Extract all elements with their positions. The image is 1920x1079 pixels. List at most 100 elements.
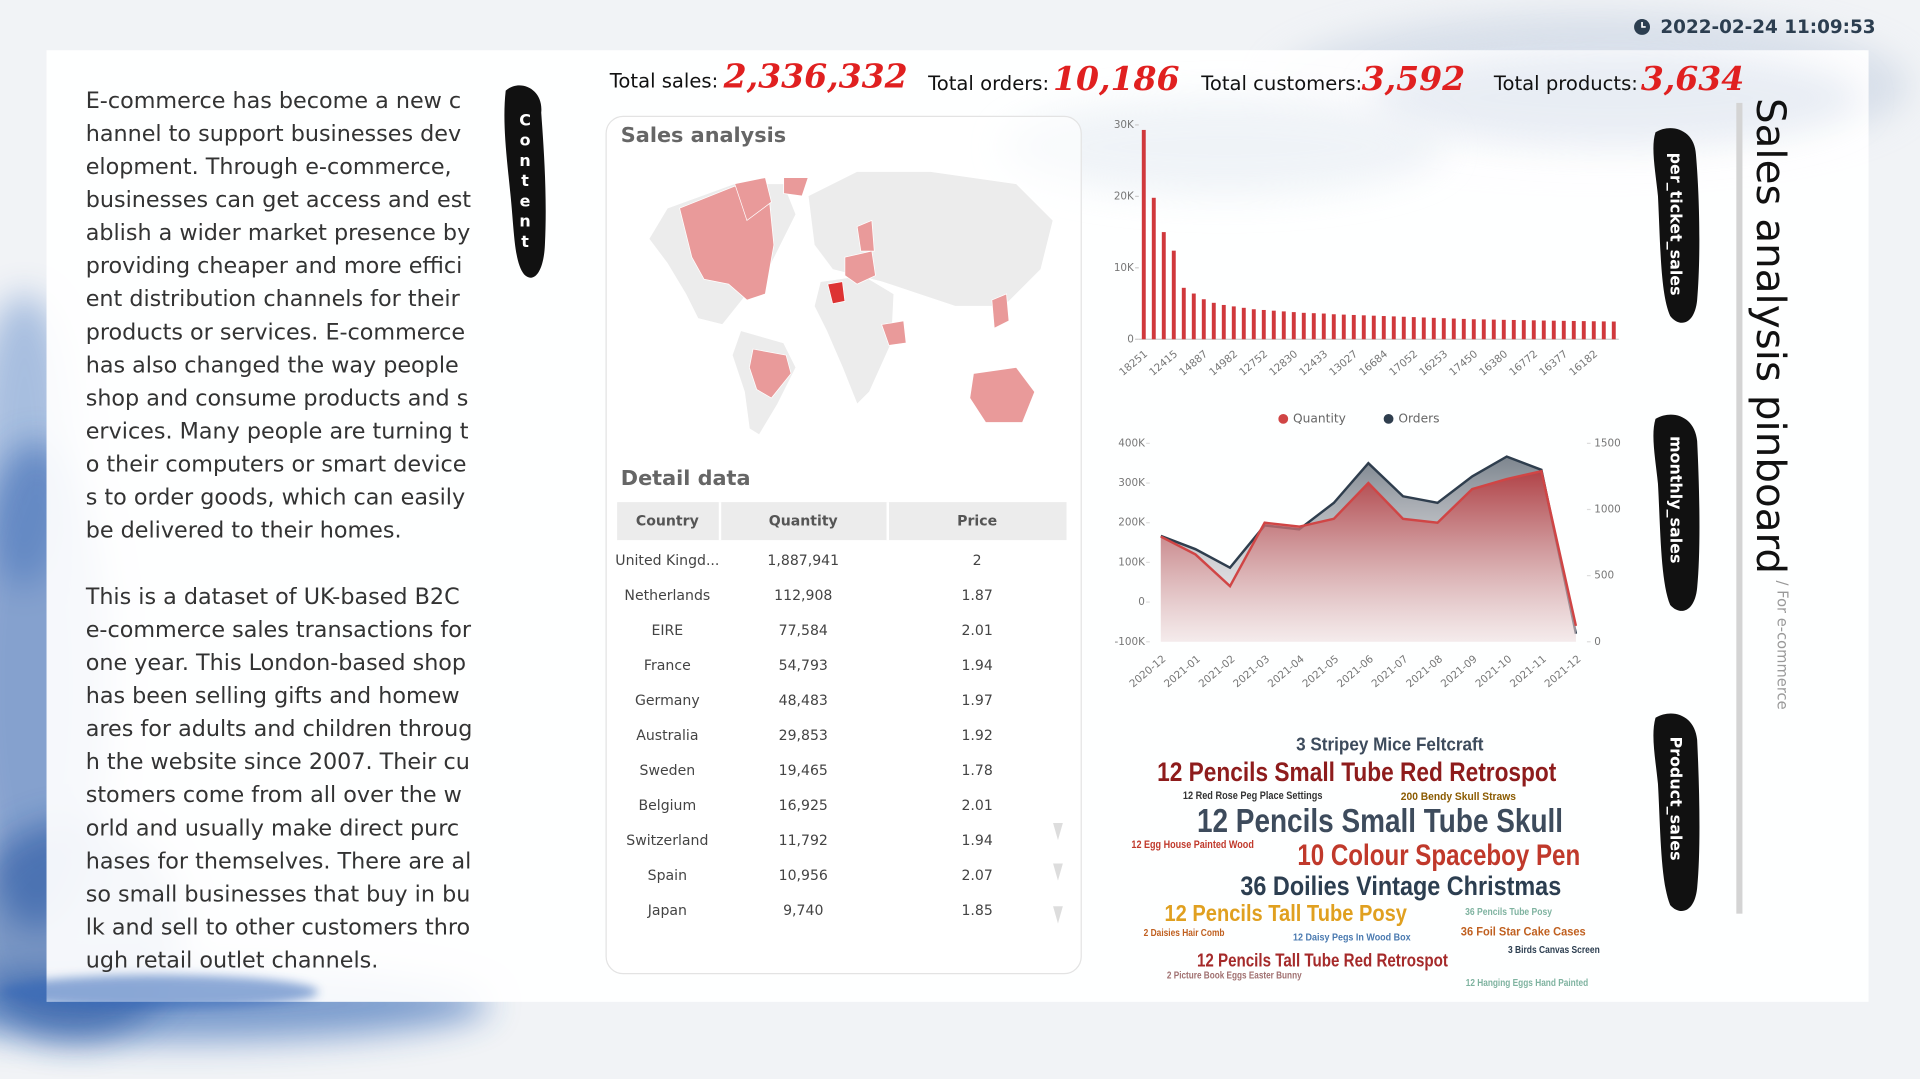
bar xyxy=(1601,321,1606,340)
table-cell: 1.87 xyxy=(961,588,992,604)
legend-label: Orders xyxy=(1398,411,1439,425)
y2-tick-label: 1000 xyxy=(1594,503,1620,515)
bar xyxy=(1371,315,1376,340)
paragraph: This is a dataset of UK-based B2C e-comm… xyxy=(85,584,473,974)
table-cell: 2.01 xyxy=(961,798,992,814)
kpis: Total sales: 2,336,332 Total orders: 10,186… xyxy=(609,56,1744,97)
brush-stroke xyxy=(1653,128,1700,323)
table-cell: Australia xyxy=(636,728,698,744)
kpi-value: 3,634 xyxy=(1641,59,1744,98)
intro-text: E-commerce has become a new channel to s… xyxy=(86,85,473,978)
bar xyxy=(1491,319,1496,340)
bar xyxy=(1561,320,1566,340)
table-cell: Switzerland xyxy=(626,833,708,849)
table-cell: Belgium xyxy=(638,798,696,814)
dashboard-title: Sales analysis pinboard xyxy=(1747,98,1795,574)
bar xyxy=(1531,320,1536,340)
table-cell: 2 xyxy=(973,553,982,569)
table-cell: EIRE xyxy=(651,623,683,639)
table-cell: 48,483 xyxy=(779,693,828,709)
bar xyxy=(1461,318,1466,340)
bar xyxy=(1231,306,1236,340)
bar xyxy=(1431,317,1436,340)
card xyxy=(605,115,1082,975)
bar xyxy=(1401,316,1406,340)
bar xyxy=(1201,299,1206,340)
table-cell: 16,925 xyxy=(779,798,828,814)
bar xyxy=(1321,313,1326,340)
word: 36 Foil Star Cake Cases xyxy=(1461,924,1586,938)
word: 10 Colour Spaceboy Pen xyxy=(1297,839,1580,872)
bar xyxy=(1581,321,1586,340)
bar xyxy=(1271,310,1276,340)
table-cell: 1.94 xyxy=(961,833,992,849)
word: 12 Pencils Tall Tube Posy xyxy=(1164,900,1407,926)
kpi-value: 10,186 xyxy=(1053,59,1179,98)
bar xyxy=(1511,319,1516,340)
word: 12 Hanging Eggs Hand Painted xyxy=(1466,978,1588,989)
legend-swatch xyxy=(1278,413,1289,424)
bar xyxy=(1211,302,1216,340)
bar xyxy=(1481,319,1486,340)
paragraph: E-commerce has become a new channel to s… xyxy=(85,88,472,544)
word: 2 Picture Book Eggs Easter Bunny xyxy=(1167,971,1302,982)
card-title: Detail data xyxy=(621,466,751,490)
table-cell: 2.01 xyxy=(961,623,992,639)
table-cell: 9,740 xyxy=(783,903,823,919)
bar xyxy=(1591,321,1596,340)
table-header-bg xyxy=(617,502,1067,541)
y2-tick-label: 1500 xyxy=(1594,437,1620,449)
table-cell: 112,908 xyxy=(774,588,832,604)
bar xyxy=(1171,250,1176,340)
world-map xyxy=(648,171,1054,436)
table-cell: Spain xyxy=(648,868,687,884)
bar xyxy=(1521,320,1526,340)
bar xyxy=(1311,313,1316,340)
table-cell: United Kingd... xyxy=(615,553,719,569)
word: 12 Pencils Tall Tube Red Retrospot xyxy=(1197,949,1448,970)
y-tick-label: 0 xyxy=(1127,333,1134,345)
table-cell: 1.78 xyxy=(961,763,992,779)
line xyxy=(1160,455,1578,635)
word: 36 Pencils Tube Posy xyxy=(1465,907,1552,918)
y-tick-label: 20K xyxy=(1114,190,1135,202)
word: 12 Pencils Small Tube Skull xyxy=(1197,803,1563,840)
table-cell: Germany xyxy=(635,693,700,709)
bar xyxy=(1441,318,1446,340)
table-cell: Japan xyxy=(647,903,687,919)
y-tick-label: 10K xyxy=(1114,262,1135,274)
card-title: Sales analysis xyxy=(621,123,786,147)
table-cell: France xyxy=(644,658,691,674)
kpi-value: 2,336,332 xyxy=(723,56,908,95)
table-cell: 11,792 xyxy=(779,833,828,849)
table-cell: 1.97 xyxy=(961,693,992,709)
table-cell: Sweden xyxy=(640,763,696,779)
bar xyxy=(1341,314,1346,340)
section-label: monthly_sales xyxy=(1667,436,1686,563)
brush-stroke xyxy=(1653,414,1700,611)
y-tick-label: 200K xyxy=(1118,517,1146,529)
bar xyxy=(1281,311,1286,340)
bar xyxy=(1181,287,1186,340)
y-tick-label: 0 xyxy=(1138,596,1145,608)
table-cell: 77,584 xyxy=(779,623,828,639)
table-cell: 29,853 xyxy=(779,728,828,744)
table-cell: 2.07 xyxy=(961,868,992,884)
bar xyxy=(1261,309,1266,340)
word: 2 Daisies Hair Comb xyxy=(1144,928,1225,939)
divider xyxy=(1736,102,1743,914)
bar xyxy=(1331,314,1336,340)
bar xyxy=(1301,312,1306,340)
word: 12 Pencils Small Tube Red Retrospot xyxy=(1157,757,1556,787)
brush-stroke xyxy=(504,85,546,278)
word: 36 Doilies Vintage Christmas xyxy=(1240,871,1561,901)
y-tick-label: 300K xyxy=(1118,477,1146,489)
y2-tick-label: 500 xyxy=(1594,570,1614,582)
y-tick-label: 30K xyxy=(1114,119,1135,131)
detail-table: Country Quantity Price United Kingd... 1,887… xyxy=(615,514,997,919)
line xyxy=(1160,469,1578,627)
bar xyxy=(1551,320,1556,340)
